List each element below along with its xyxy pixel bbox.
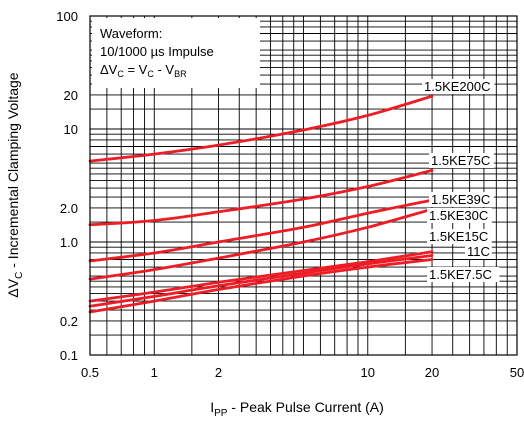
y-tick-label: 0.2 (60, 314, 78, 329)
x-axis-label: IPP - Peak Pulse Current (A) (210, 399, 384, 419)
series-label: 1.5KE30C (429, 208, 488, 223)
x-tick-label: 2 (215, 365, 222, 380)
series-label-background (429, 192, 494, 207)
series-label: 11C (467, 244, 490, 259)
x-tick-label: 1 (151, 365, 158, 380)
annotation-background (92, 18, 260, 88)
y-tick-label: 0.1 (60, 348, 78, 363)
y-tick-label: 10 (64, 122, 78, 137)
series-label-background (429, 153, 494, 168)
series-line (88, 254, 434, 308)
plot-frame (89, 15, 518, 356)
y-tick-label: 100 (56, 9, 78, 24)
annotation-line-2: 10/1000 µs Impulse (100, 44, 214, 59)
x-tick-label: 10 (361, 365, 375, 380)
annotation-sub-br: BR (174, 69, 187, 79)
x-tick-label: 0.5 (81, 365, 99, 380)
series-label: 1.5KE7.5C (429, 267, 492, 282)
annotation-delta-v: ΔV (100, 62, 118, 77)
y-tick-label: 1.0 (60, 235, 78, 250)
x-tick-label: 50 (510, 365, 524, 380)
series-label-background (465, 244, 492, 259)
x-axis-label-i: I (210, 399, 214, 415)
annotation-sub-c1: C (117, 69, 124, 79)
y-tick-label: 2.0 (60, 201, 78, 216)
annotation-sub-c2: C (147, 69, 154, 79)
series-label-background (422, 79, 495, 94)
series-line (88, 250, 434, 303)
series-label: 1.5KE75C (431, 153, 490, 168)
annotation-line-3: ΔVC = VC - VBR (100, 62, 187, 79)
x-tick-label: 20 (425, 365, 439, 380)
y-axis-label-dv: ΔV (5, 278, 21, 297)
annotation-line-1: Waveform: (100, 26, 162, 41)
y-tick-label: 20 (64, 88, 78, 103)
series-label-background (427, 229, 492, 244)
waveform-annotation: Waveform: 10/1000 µs Impulse ΔVC = VC - … (92, 18, 260, 88)
series-label: 1.5KE15C (429, 229, 488, 244)
series-label-background (427, 267, 500, 282)
annotation-equals-v: = V (124, 62, 148, 77)
x-tick-labels: 0.5 1 2 10 20 50 (81, 365, 524, 380)
y-tick-labels: 0.1 0.2 1.0 2.0 10 20 100 (56, 9, 78, 363)
series-line (88, 198, 434, 263)
series-line (88, 169, 434, 227)
series-label: 1.5KE200C (424, 79, 491, 94)
series-line (88, 258, 434, 314)
series-label-background (427, 208, 492, 223)
series-label: 1.5KE39C (431, 192, 490, 207)
series-line (88, 207, 434, 281)
series-line (88, 94, 434, 163)
y-axis-label-sub: C (14, 272, 25, 279)
x-axis-label-sub: PP (214, 408, 228, 419)
y-axis-label: ΔVC - Incremental Clamping Voltage (5, 72, 25, 297)
annotation-minus-v: - V (154, 62, 175, 77)
x-axis-label-rest: - Peak Pulse Current (A) (227, 399, 383, 415)
y-axis-label-rest: - Incremental Clamping Voltage (5, 72, 21, 271)
series-curves (88, 94, 434, 314)
